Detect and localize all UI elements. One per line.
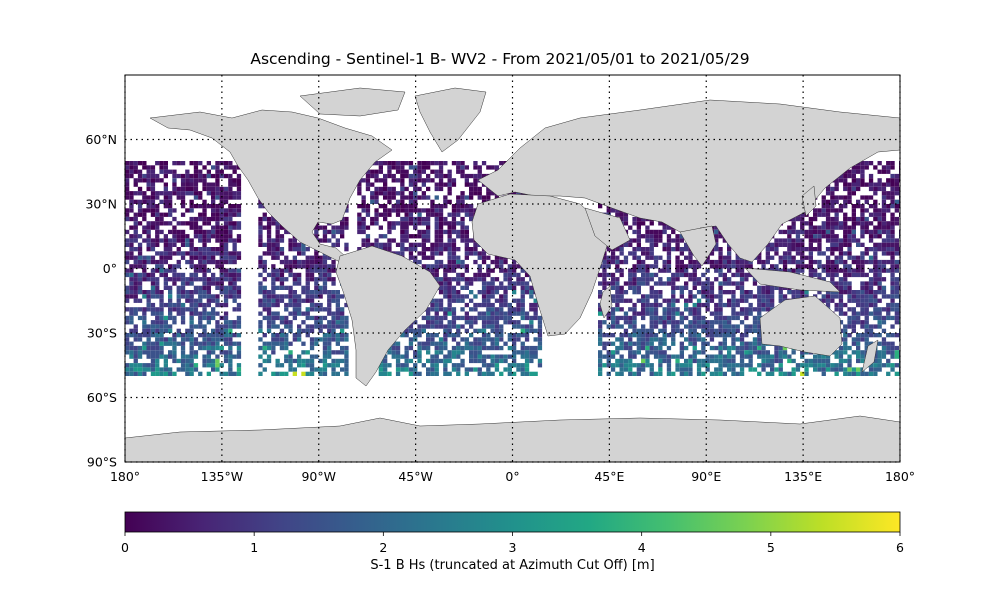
- lat-tick-label: 60°N: [85, 132, 117, 147]
- lat-tick-label: 30°S: [87, 326, 117, 341]
- japan-land: [801, 185, 817, 217]
- colorbar-tick-label: 6: [896, 540, 904, 555]
- south-america-land: [335, 245, 441, 387]
- eurasia-land: [477, 99, 900, 263]
- colorbar-tick-label: 2: [379, 540, 387, 555]
- greenland-land: [414, 87, 487, 153]
- lon-tick-label: 90°E: [691, 469, 721, 484]
- longitude-tick-labels: 180° 135°W 90°W 45°W 0° 45°E 90°E 135°E 180°: [110, 469, 915, 484]
- indonesia-land: [744, 267, 841, 293]
- colorbar-tick-label: 0: [121, 540, 129, 555]
- new-zealand-land: [861, 339, 879, 373]
- colorbar-label: S-1 B Hs (truncated at Azimuth Cut Off) …: [370, 558, 655, 573]
- madagascar-land: [599, 285, 613, 319]
- latitude-tick-labels: 60°N 30°N 0° 30°S 60°S 90°S: [85, 132, 117, 470]
- lon-tick-label: 135°E: [784, 469, 822, 484]
- africa-land: [471, 193, 611, 337]
- lat-tick-label: 30°N: [85, 197, 117, 212]
- lat-tick-label: 90°S: [87, 455, 117, 470]
- colorbar-tick-label: 4: [638, 540, 646, 555]
- australia-land: [759, 295, 843, 357]
- lon-tick-label: 45°W: [398, 469, 433, 484]
- map-frame: [124, 74, 901, 463]
- colorbar-tick-label: 5: [767, 540, 775, 555]
- lon-tick-label: 135°W: [201, 469, 243, 484]
- colorbar-tick-label: 3: [509, 540, 517, 555]
- india-land: [679, 225, 717, 267]
- arabia-land: [584, 207, 631, 251]
- north-america-land: [149, 109, 393, 263]
- lat-tick-label: 60°S: [87, 390, 117, 405]
- lon-tick-label: 180°: [885, 469, 915, 484]
- arctic-islands-land: [299, 87, 406, 117]
- lon-tick-label: 45°E: [594, 469, 624, 484]
- lon-tick-label: 0°: [505, 469, 519, 484]
- map-title: Ascending - Sentinel-1 B- WV2 - From 202…: [250, 50, 750, 68]
- lon-tick-label: 90°W: [301, 469, 336, 484]
- lon-tick-label: 180°: [110, 469, 140, 484]
- colorbar-tick-label: 1: [250, 540, 258, 555]
- lat-tick-label: 0°: [103, 261, 117, 276]
- colorbar: [124, 511, 901, 533]
- colorbar-ticks: 0 1 2 3 4 5 6: [121, 532, 904, 555]
